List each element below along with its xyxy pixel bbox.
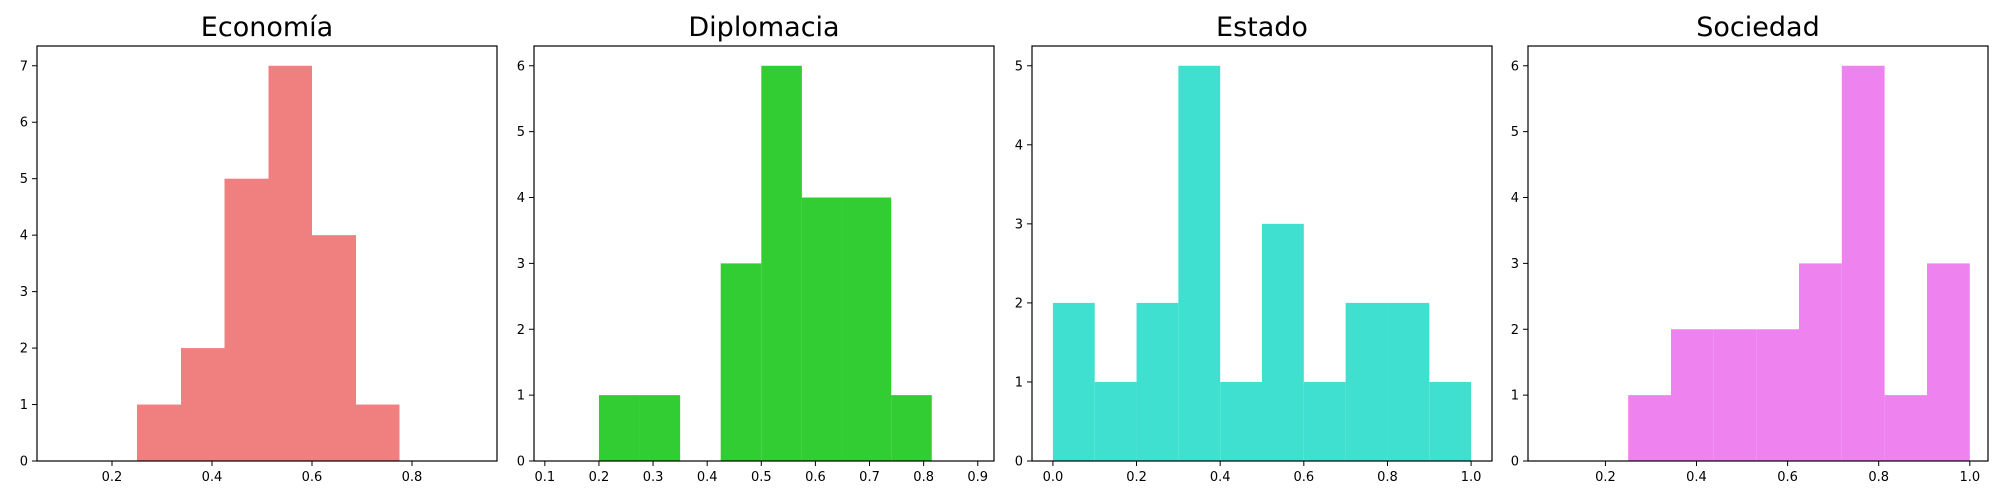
x-tick-label: 0.2 [589, 470, 610, 485]
panel-title: Economía [201, 12, 333, 43]
x-tick-label: 0.0 [1043, 470, 1064, 485]
y-tick-label: 0 [1511, 455, 1519, 470]
histogram-bar [1136, 302, 1179, 461]
histogram-bar [1926, 263, 1970, 461]
x-tick-label: 0.6 [805, 470, 826, 485]
histogram-bar [1884, 395, 1927, 461]
histogram-bar [356, 404, 400, 461]
histogram-bar [181, 348, 225, 461]
y-tick-label: 4 [1015, 138, 1023, 153]
x-tick-label: 0.5 [751, 470, 772, 485]
y-tick-label: 4 [1511, 191, 1519, 206]
x-tick-label: 0.4 [697, 470, 718, 485]
axes-frame [533, 45, 995, 462]
y-tick-label: 1 [1511, 389, 1519, 404]
y-tick-label: 2 [517, 323, 525, 338]
histogram-bar [1671, 329, 1714, 461]
histogram-bar [224, 178, 269, 461]
panel-title: Diplomacia [688, 12, 839, 43]
x-tick-label: 0.6 [302, 470, 323, 485]
x-tick-label: 0.8 [913, 470, 934, 485]
histogram-bar [1345, 302, 1388, 461]
histogram-bar [761, 65, 802, 461]
x-tick-label: 0.6 [1777, 470, 1798, 485]
y-tick-label: 5 [517, 125, 525, 140]
x-tick-label: 0.4 [1686, 470, 1707, 485]
histogram-bar [720, 263, 762, 461]
y-tick-label: 3 [20, 285, 28, 300]
panel-title: Sociedad [1696, 12, 1819, 43]
y-tick-label: 4 [517, 191, 525, 206]
histogram-bar [268, 65, 312, 461]
histogram-bar [639, 395, 681, 461]
y-tick-label: 6 [1511, 59, 1519, 74]
x-tick-label: 0.2 [1126, 470, 1147, 485]
histogram-bar [1303, 381, 1346, 461]
x-tick-label: 0.8 [1377, 470, 1398, 485]
histogram-bar [1713, 329, 1757, 461]
x-tick-label: 0.7 [859, 470, 880, 485]
axes-frame [1527, 45, 1989, 462]
x-tick-label: 0.1 [534, 470, 555, 485]
histogram-bar [137, 404, 181, 461]
x-tick-label: 0.3 [643, 470, 664, 485]
x-tick-label: 0.4 [1210, 470, 1231, 485]
panel-diplomacia: Diplomacia 0.1 0.2 0.3 0.4 0.5 0.6 0.7 0.8 0.9 0 1… [517, 12, 995, 485]
y-tick-label: 2 [1511, 323, 1519, 338]
histogram-bar [598, 395, 640, 461]
histogram-bar [1052, 302, 1095, 461]
x-tick-label: 0.8 [402, 470, 423, 485]
y-tick-label: 6 [517, 59, 525, 74]
x-tick-label: 0.2 [1595, 470, 1616, 485]
histogram-bar [1429, 381, 1472, 461]
y-tick-label: 1 [20, 398, 28, 413]
histogram-bar [1798, 263, 1842, 461]
y-tick-label: 2 [1015, 296, 1023, 311]
x-tick-label: 1.0 [1461, 470, 1482, 485]
y-tick-label: 3 [517, 257, 525, 272]
y-tick-label: 1 [1015, 375, 1023, 390]
panel-sociedad: Sociedad 0.2 0.4 0.6 0.8 1.0 0 1 2 3 4 5 6 [1511, 12, 1989, 485]
y-tick-label: 1 [517, 389, 525, 404]
histogram-bar [1841, 65, 1885, 461]
y-tick-label: 5 [1015, 59, 1023, 74]
y-tick-label: 6 [20, 116, 28, 131]
y-tick-label: 5 [1511, 125, 1519, 140]
x-tick-label: 0.6 [1293, 470, 1314, 485]
histogram-bar [1220, 381, 1262, 461]
y-tick-label: 5 [20, 172, 28, 187]
histogram-bar [1387, 302, 1430, 461]
axes-frame [36, 45, 498, 462]
histogram-bar [1628, 395, 1672, 461]
y-tick-label: 3 [1015, 217, 1023, 232]
x-tick-label: 1.0 [1959, 470, 1980, 485]
y-tick-label: 0 [517, 455, 525, 470]
histogram-bar [891, 395, 932, 461]
axes-frame [1031, 45, 1493, 462]
histogram-bar [1178, 65, 1221, 461]
x-tick-label: 0.2 [102, 470, 123, 485]
panel-estado: Estado 0.0 0.2 0.4 0.6 0.8 1.0 0 1 2 3 4 5 [1015, 12, 1493, 485]
histogram-bar [1756, 329, 1799, 461]
histogram-bar [801, 197, 843, 461]
y-tick-label: 0 [20, 455, 28, 470]
histogram-bar [312, 235, 356, 461]
histogram-bar [842, 197, 892, 461]
panel-title: Estado [1216, 12, 1308, 43]
y-tick-label: 3 [1511, 257, 1519, 272]
x-tick-label: 0.9 [967, 470, 988, 485]
x-tick-label: 0.8 [1868, 470, 1889, 485]
y-tick-label: 7 [20, 59, 28, 74]
y-tick-label: 2 [20, 342, 28, 357]
histogram-bar [1262, 223, 1304, 461]
x-tick-label: 0.4 [202, 470, 223, 485]
y-tick-label: 4 [20, 229, 28, 244]
y-tick-label: 0 [1015, 455, 1023, 470]
histogram-bar [1094, 381, 1137, 461]
panel-economia: Economía 0.2 0.4 0.6 0.8 0 1 2 3 4 5 6 7 [20, 12, 498, 485]
